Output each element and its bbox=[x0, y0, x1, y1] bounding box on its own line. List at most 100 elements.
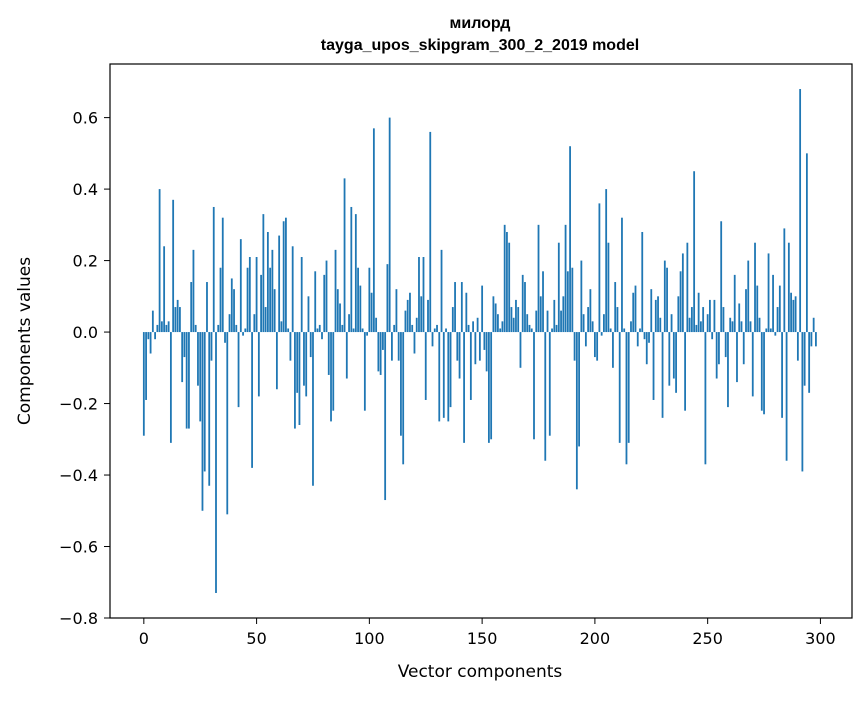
bar-111 bbox=[393, 324, 396, 333]
bar-61 bbox=[280, 321, 283, 333]
bar-173 bbox=[533, 332, 535, 440]
bar-297 bbox=[812, 317, 815, 333]
bar-29 bbox=[208, 332, 211, 486]
bar-178 bbox=[544, 332, 547, 461]
bar-42 bbox=[237, 332, 240, 408]
bar-80 bbox=[323, 274, 326, 333]
bar-245 bbox=[695, 324, 698, 333]
bar-30 bbox=[210, 332, 213, 361]
x-tick-label: 150 bbox=[467, 629, 498, 648]
bar-87 bbox=[339, 303, 341, 333]
bar-108 bbox=[386, 264, 389, 333]
bar-125 bbox=[424, 332, 427, 400]
bar-91 bbox=[348, 314, 350, 333]
bar-296 bbox=[810, 332, 813, 347]
bar-164 bbox=[512, 317, 515, 333]
bar-97 bbox=[361, 328, 364, 333]
bar-288 bbox=[792, 299, 795, 333]
bar-34 bbox=[219, 267, 222, 333]
bar-232 bbox=[666, 267, 668, 333]
x-tick-label: 100 bbox=[354, 629, 385, 648]
bar-130 bbox=[436, 324, 438, 333]
bar-212 bbox=[621, 217, 623, 333]
bar-132 bbox=[440, 249, 443, 333]
bar-253 bbox=[713, 299, 716, 333]
bar-136 bbox=[449, 332, 452, 408]
bar-198 bbox=[589, 289, 592, 333]
bar-168 bbox=[521, 274, 524, 333]
bar-290 bbox=[796, 332, 799, 361]
bar-237 bbox=[677, 296, 680, 333]
bar-273 bbox=[758, 317, 761, 333]
bar-216 bbox=[630, 321, 632, 333]
bar-259 bbox=[727, 332, 729, 408]
bar-292 bbox=[801, 332, 804, 472]
bar-272 bbox=[756, 285, 759, 333]
bar-154 bbox=[490, 332, 493, 440]
bar-234 bbox=[670, 314, 673, 333]
bar-177 bbox=[542, 271, 544, 333]
bar-269 bbox=[749, 321, 752, 333]
bar-105 bbox=[379, 332, 382, 375]
bar-265 bbox=[740, 321, 743, 333]
bar-271 bbox=[754, 242, 756, 333]
bar-184 bbox=[557, 242, 560, 333]
bar-163 bbox=[510, 307, 513, 333]
bar-79 bbox=[321, 332, 323, 340]
x-tick-label: 0 bbox=[139, 629, 149, 648]
bar-211 bbox=[618, 332, 621, 443]
bar-179 bbox=[546, 310, 549, 333]
bar-283 bbox=[781, 332, 783, 418]
bar-222 bbox=[643, 332, 646, 340]
bar-250 bbox=[706, 314, 709, 333]
bar-254 bbox=[715, 332, 718, 379]
bar-162 bbox=[508, 242, 511, 333]
bar-104 bbox=[377, 332, 380, 372]
bar-238 bbox=[679, 271, 682, 333]
x-tick-label: 250 bbox=[692, 629, 723, 648]
bar-141 bbox=[460, 282, 463, 333]
bar-193 bbox=[578, 332, 580, 447]
bar-88 bbox=[341, 324, 344, 333]
bar-213 bbox=[623, 328, 626, 333]
bar-8 bbox=[160, 321, 163, 333]
bar-126 bbox=[427, 299, 429, 333]
bar-151 bbox=[483, 332, 486, 350]
bar-135 bbox=[447, 332, 450, 422]
bar-122 bbox=[418, 257, 420, 333]
bar-287 bbox=[790, 292, 792, 333]
bar-96 bbox=[359, 285, 362, 333]
bar-280 bbox=[774, 332, 777, 336]
bar-215 bbox=[627, 332, 630, 443]
bar-149 bbox=[478, 332, 481, 361]
y-tick-label: −0.8 bbox=[59, 609, 98, 628]
bar-74 bbox=[309, 332, 312, 358]
bar-175 bbox=[537, 224, 540, 333]
bar-114 bbox=[400, 332, 402, 436]
bar-83 bbox=[330, 332, 332, 422]
bar-295 bbox=[808, 332, 811, 393]
bar-51 bbox=[257, 332, 260, 397]
bar-69 bbox=[298, 332, 301, 425]
bar-291 bbox=[799, 89, 802, 333]
bar-289 bbox=[794, 296, 797, 333]
bar-203 bbox=[600, 332, 603, 336]
bar-110 bbox=[391, 332, 393, 361]
bar-25 bbox=[199, 332, 202, 422]
y-tick-label: 0.4 bbox=[73, 180, 98, 199]
bar-161 bbox=[506, 231, 508, 333]
bar-101 bbox=[370, 292, 373, 333]
bar-32 bbox=[215, 332, 217, 593]
bar-279 bbox=[772, 274, 774, 333]
bar-260 bbox=[729, 317, 732, 333]
bar-63 bbox=[285, 217, 287, 333]
bar-224 bbox=[648, 332, 650, 343]
bar-117 bbox=[406, 299, 409, 333]
x-tick-label: 300 bbox=[805, 629, 836, 648]
bar-186 bbox=[562, 296, 565, 333]
bar-133 bbox=[442, 332, 445, 418]
bar-298 bbox=[815, 332, 817, 347]
y-tick-label: 0.2 bbox=[73, 252, 98, 271]
bar-84 bbox=[332, 332, 335, 411]
bar-205 bbox=[605, 189, 608, 333]
